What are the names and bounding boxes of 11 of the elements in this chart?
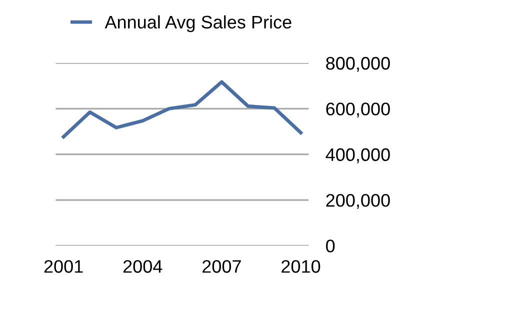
y-tick-label: 200,000 [326,194,390,209]
x-tick-label: 2004 [123,260,162,273]
y-tick-label: 800,000 [326,56,390,72]
line-series [62,80,302,138]
x-tick-label: 2010 [282,260,320,273]
x-tick-label: 2001 [44,260,83,273]
x-tick-label: 2007 [202,260,241,273]
y-tick-label: 400,000 [326,148,390,164]
y-tick-label: 600,000 [326,102,390,118]
y-tick-label: 0 [326,240,335,252]
legend-label: Annual Avg Sales Price [104,15,292,32]
